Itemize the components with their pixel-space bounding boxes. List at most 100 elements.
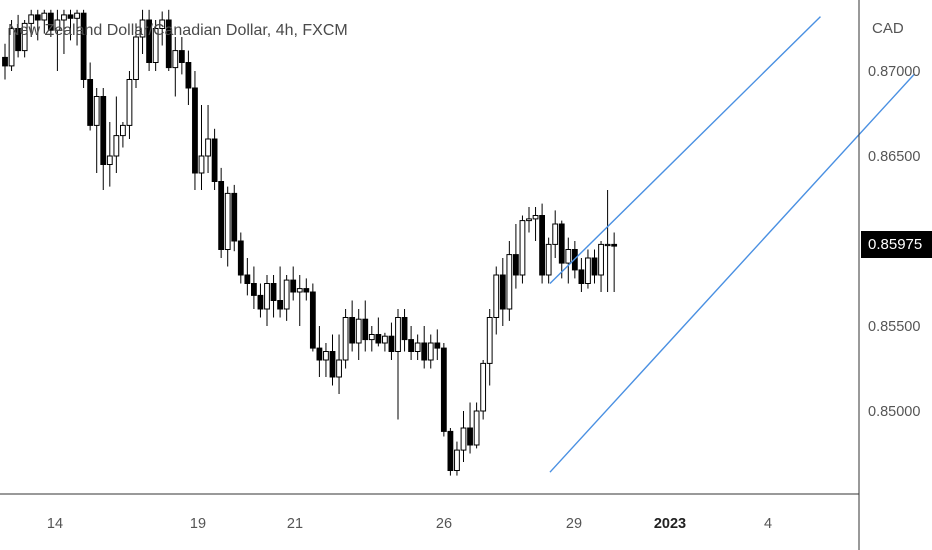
candle — [303, 278, 310, 301]
candle — [401, 309, 408, 352]
currency-label: CAD — [872, 20, 904, 37]
candle-body-up — [159, 19, 166, 29]
candle-body-down — [47, 12, 54, 31]
price-tick-label: 0.87000 — [868, 64, 920, 80]
candle-body-up — [205, 138, 211, 157]
candle — [434, 329, 441, 360]
candle — [67, 9, 74, 41]
candle-body-up — [54, 19, 61, 31]
candles-layer — [2, 9, 618, 476]
candle-body-up — [74, 12, 80, 19]
candle-body-down — [408, 339, 415, 353]
candle-body-up — [133, 36, 139, 80]
price-tick-label: 0.85000 — [868, 404, 920, 420]
time-tick-label: 14 — [47, 516, 63, 532]
candle — [133, 23, 139, 88]
candle-body-up — [532, 215, 539, 220]
candle — [21, 20, 28, 58]
candle — [604, 190, 611, 292]
candle — [611, 232, 618, 292]
candle-body-down — [558, 223, 565, 264]
candle — [558, 220, 565, 279]
candle — [336, 334, 342, 394]
candle-body-down — [290, 279, 297, 293]
candle — [211, 128, 218, 190]
candle-body-down — [309, 291, 316, 349]
candle-body-up — [8, 28, 15, 67]
candle-body-up — [93, 96, 100, 126]
candle-body-up — [526, 218, 532, 222]
candle — [106, 122, 113, 187]
candle — [290, 266, 297, 301]
candle — [185, 50, 192, 105]
price-axis[interactable]: 0.87000 0.86500 0.85500 0.85000 — [868, 64, 920, 420]
candle — [493, 266, 500, 335]
candle-body-up — [61, 14, 67, 21]
channel-lower[interactable] — [549, 73, 915, 473]
candle — [362, 300, 369, 352]
chart-title: New Zealand Dollar/Canadian Dollar, 4h, … — [8, 22, 348, 39]
candle-body-up — [493, 274, 500, 318]
candle-body-down — [257, 294, 264, 310]
candle-body-down — [499, 274, 506, 310]
candle-body-down — [375, 334, 382, 344]
candle-body-down — [146, 19, 152, 63]
candle — [539, 203, 546, 284]
candle-body-up — [172, 50, 179, 69]
candle — [146, 9, 152, 71]
candle-body-up — [152, 28, 159, 63]
candle-body-up — [552, 223, 559, 245]
trendlines-layer — [549, 16, 915, 473]
candle-body-down — [401, 317, 408, 341]
candle-body-down — [591, 257, 598, 276]
candle-body-down — [15, 28, 21, 52]
candle-body-down — [513, 254, 519, 276]
candle-body-down — [237, 240, 244, 276]
candle — [388, 322, 395, 360]
candle-body-up — [126, 79, 133, 126]
candle — [513, 224, 519, 289]
candle — [80, 9, 87, 88]
candle-body-up — [368, 334, 375, 341]
candle-body-down — [244, 274, 251, 284]
candle — [323, 343, 329, 377]
candle-body-up — [519, 220, 526, 276]
candle — [224, 186, 231, 267]
candle-body-down — [100, 96, 107, 165]
candle — [519, 215, 526, 284]
candle-body-down — [34, 14, 41, 21]
candle — [2, 43, 8, 80]
candle-body-down — [421, 342, 428, 361]
candle — [440, 343, 447, 437]
candle — [8, 20, 15, 71]
candle-body-up — [113, 135, 120, 157]
candle-body-down — [539, 215, 546, 276]
channel-upper[interactable] — [549, 16, 821, 284]
candle-body-up — [585, 257, 591, 284]
candle-body-up — [296, 288, 303, 293]
candle — [368, 326, 375, 352]
candle — [28, 9, 35, 37]
candle-body-down — [434, 342, 441, 349]
candle-body-down — [185, 62, 192, 89]
candle — [349, 300, 356, 352]
candle-body-down — [329, 351, 336, 378]
candle — [355, 309, 362, 360]
candle-body-up — [106, 155, 113, 165]
candle-body-up — [336, 359, 342, 378]
candle — [165, 9, 172, 71]
time-axis[interactable]: 14 19 21 26 29 2023 4 — [47, 516, 772, 532]
candle — [506, 241, 513, 321]
candle — [395, 309, 401, 420]
candle — [578, 258, 585, 292]
candle — [251, 266, 257, 309]
candle-body-down — [87, 79, 94, 126]
candle — [598, 241, 604, 292]
candle — [342, 309, 349, 369]
candle — [545, 237, 552, 284]
candle-body-down — [349, 317, 356, 344]
candle — [375, 317, 382, 347]
candle — [218, 167, 225, 258]
candle-body-up — [355, 318, 362, 344]
